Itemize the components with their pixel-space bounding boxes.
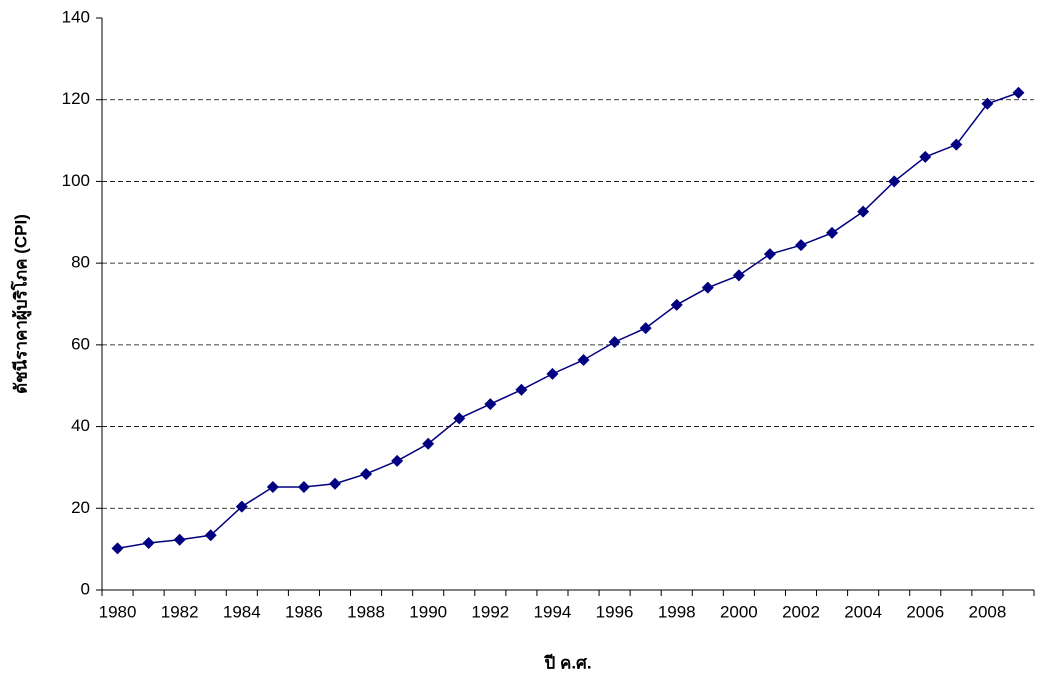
y-tick-label: 100: [62, 171, 90, 190]
y-tick-label: 60: [71, 334, 90, 353]
marker: [577, 353, 590, 366]
y-axis-title: ดัชนีราคาผู้บริโภค (CPI): [10, 214, 32, 394]
marker: [111, 542, 124, 555]
x-tick-label: 2004: [844, 602, 882, 621]
x-tick-label: 1982: [161, 602, 199, 621]
x-tick-label: 1994: [534, 602, 572, 621]
x-tick-label: 2006: [906, 602, 944, 621]
marker: [484, 398, 497, 411]
marker: [142, 537, 155, 550]
marker: [950, 138, 963, 151]
x-tick-label: 1992: [471, 602, 509, 621]
marker: [297, 481, 310, 494]
x-tick-label: 1986: [285, 602, 323, 621]
x-axis-title: ปี ค.ศ.: [544, 652, 592, 672]
marker: [204, 529, 217, 542]
y-tick-label: 20: [71, 498, 90, 517]
marker: [173, 533, 186, 546]
marker: [981, 97, 994, 110]
x-tick-label: 2008: [968, 602, 1006, 621]
y-tick-label: 80: [71, 253, 90, 272]
marker: [919, 150, 932, 163]
marker: [235, 500, 248, 513]
x-tick-label: 2000: [720, 602, 758, 621]
marker: [857, 205, 870, 218]
marker: [670, 298, 683, 311]
x-tick-label: 1988: [347, 602, 385, 621]
x-tick-label: 1998: [658, 602, 696, 621]
marker: [763, 248, 776, 261]
marker: [795, 239, 807, 252]
marker: [329, 477, 341, 490]
line: [117, 92, 1019, 550]
marker: [826, 226, 839, 239]
x-tick-label: 1980: [99, 602, 137, 621]
y-tick-label: 0: [81, 579, 90, 598]
marker: [608, 335, 621, 348]
x-tick-label: 1984: [223, 602, 261, 621]
marker: [391, 454, 404, 467]
marker: [639, 322, 652, 335]
y-tick-label: 40: [71, 416, 90, 435]
marker: [888, 175, 901, 188]
x-tick-label: 2002: [782, 602, 820, 621]
marker: [546, 367, 559, 380]
marker: [701, 281, 714, 294]
marker: [360, 467, 373, 480]
x-tick-label: 1996: [596, 602, 634, 621]
marker: [515, 383, 528, 396]
marker: [422, 437, 435, 450]
y-tick-label: 140: [62, 7, 90, 26]
marker: [1012, 86, 1025, 99]
marker: [266, 481, 279, 494]
marker: [453, 412, 466, 425]
y-tick-label: 120: [62, 89, 90, 108]
marker: [732, 269, 745, 282]
x-tick-label: 1990: [409, 602, 447, 621]
